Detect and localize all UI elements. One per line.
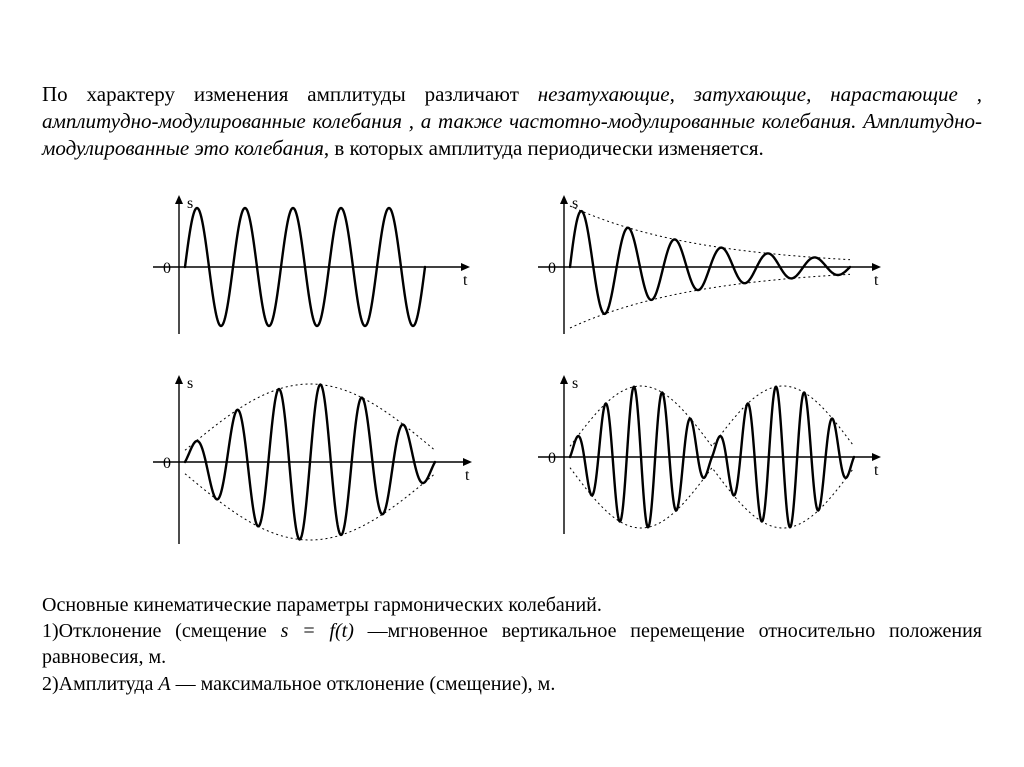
svg-text:0: 0 xyxy=(548,260,556,277)
svg-text:s: s xyxy=(572,195,578,212)
svg-text:0: 0 xyxy=(163,260,171,277)
charts-grid: s t 0 s t 0 s t 0 s t 0 xyxy=(122,192,902,552)
chart-damped: s t 0 xyxy=(530,192,890,342)
params-item2: 2)Амплитуда A — максимальное отклонение … xyxy=(42,671,982,697)
params-item2-a: 2)Амплитуда xyxy=(42,673,158,695)
chart-am: s t 0 xyxy=(530,372,890,542)
svg-text:t: t xyxy=(874,272,879,289)
chart-rising: s t 0 xyxy=(145,372,485,552)
params-block: Основные кинематические параметры гармон… xyxy=(42,592,982,698)
svg-text:t: t xyxy=(465,467,470,484)
intro-seg3: , в которых амплитуда периодически измен… xyxy=(324,136,764,160)
params-heading: Основные кинематические параметры гармон… xyxy=(42,592,982,618)
svg-text:t: t xyxy=(463,272,468,289)
svg-text:t: t xyxy=(874,462,879,479)
svg-text:0: 0 xyxy=(163,455,171,472)
params-item1-a: 1)Отклонение (смещение xyxy=(42,620,281,642)
params-item2-sym: A xyxy=(158,673,170,695)
intro-seg1: По характеру изменения амплитуды различа… xyxy=(42,82,538,106)
intro-paragraph: По характеру изменения амплитуды различа… xyxy=(42,81,982,162)
params-item2-b: — максимальное отклонение (смещение), м. xyxy=(171,673,556,695)
params-item1-eq: s = f(t) xyxy=(281,620,354,642)
svg-text:s: s xyxy=(572,375,578,392)
svg-text:s: s xyxy=(187,375,193,392)
svg-text:s: s xyxy=(187,195,193,212)
params-item1: 1)Отклонение (смещение s = f(t) —мгновен… xyxy=(42,618,982,671)
svg-text:0: 0 xyxy=(548,450,556,467)
chart-undamped: s t 0 xyxy=(145,192,485,342)
